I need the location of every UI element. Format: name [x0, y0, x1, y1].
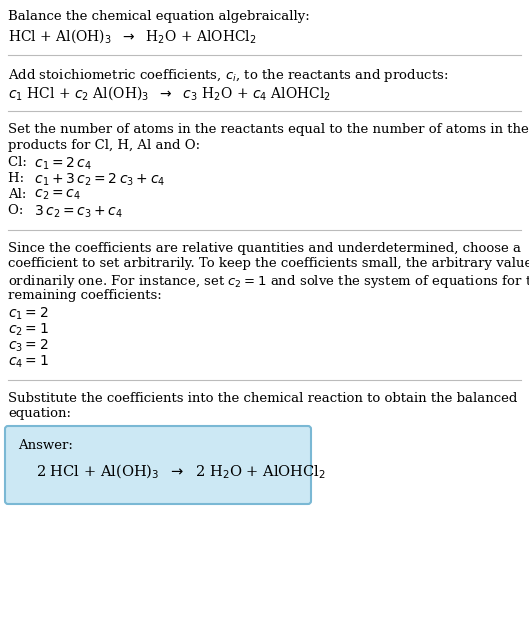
- Text: Since the coefficients are relative quantities and underdetermined, choose a: Since the coefficients are relative quan…: [8, 242, 521, 255]
- Text: HCl + Al(OH)$_3$  $\rightarrow$  H$_2$O + AlOHCl$_2$: HCl + Al(OH)$_3$ $\rightarrow$ H$_2$O + …: [8, 28, 257, 45]
- Text: $c_4 = 1$: $c_4 = 1$: [8, 354, 49, 371]
- Text: Balance the chemical equation algebraically:: Balance the chemical equation algebraica…: [8, 10, 310, 23]
- Text: $3\,c_2 = c_3 + c_4$: $3\,c_2 = c_3 + c_4$: [30, 204, 123, 221]
- Text: Al:: Al:: [8, 188, 31, 201]
- Text: $c_1 + 3\,c_2 = 2\,c_3 + c_4$: $c_1 + 3\,c_2 = 2\,c_3 + c_4$: [30, 172, 166, 188]
- Text: products for Cl, H, Al and O:: products for Cl, H, Al and O:: [8, 139, 200, 152]
- Text: Add stoichiometric coefficients, $c_i$, to the reactants and products:: Add stoichiometric coefficients, $c_i$, …: [8, 66, 449, 83]
- Text: Answer:: Answer:: [18, 439, 73, 452]
- Text: H:: H:: [8, 172, 29, 185]
- Text: $c_1 = 2$: $c_1 = 2$: [8, 306, 49, 322]
- Text: $c_1$ HCl + $c_2$ Al(OH)$_3$  $\rightarrow$  $c_3$ H$_2$O + $c_4$ AlOHCl$_2$: $c_1$ HCl + $c_2$ Al(OH)$_3$ $\rightarro…: [8, 84, 331, 102]
- Text: $c_1 = 2\,c_4$: $c_1 = 2\,c_4$: [30, 156, 92, 172]
- Text: $c_2 = c_4$: $c_2 = c_4$: [30, 188, 81, 203]
- Text: O:: O:: [8, 204, 28, 217]
- Text: $c_2 = 1$: $c_2 = 1$: [8, 322, 49, 339]
- Text: ordinarily one. For instance, set $c_2 = 1$ and solve the system of equations fo: ordinarily one. For instance, set $c_2 =…: [8, 273, 529, 290]
- Text: Set the number of atoms in the reactants equal to the number of atoms in the: Set the number of atoms in the reactants…: [8, 123, 529, 136]
- Text: equation:: equation:: [8, 408, 71, 421]
- Text: coefficient to set arbitrarily. To keep the coefficients small, the arbitrary va: coefficient to set arbitrarily. To keep …: [8, 258, 529, 270]
- Text: $c_3 = 2$: $c_3 = 2$: [8, 338, 49, 354]
- Text: 2 HCl + Al(OH)$_3$  $\rightarrow$  2 H$_2$O + AlOHCl$_2$: 2 HCl + Al(OH)$_3$ $\rightarrow$ 2 H$_2$…: [36, 463, 326, 482]
- Text: remaining coefficients:: remaining coefficients:: [8, 288, 162, 302]
- FancyBboxPatch shape: [5, 426, 311, 504]
- Text: Cl:: Cl:: [8, 156, 31, 169]
- Text: Substitute the coefficients into the chemical reaction to obtain the balanced: Substitute the coefficients into the che…: [8, 392, 517, 405]
